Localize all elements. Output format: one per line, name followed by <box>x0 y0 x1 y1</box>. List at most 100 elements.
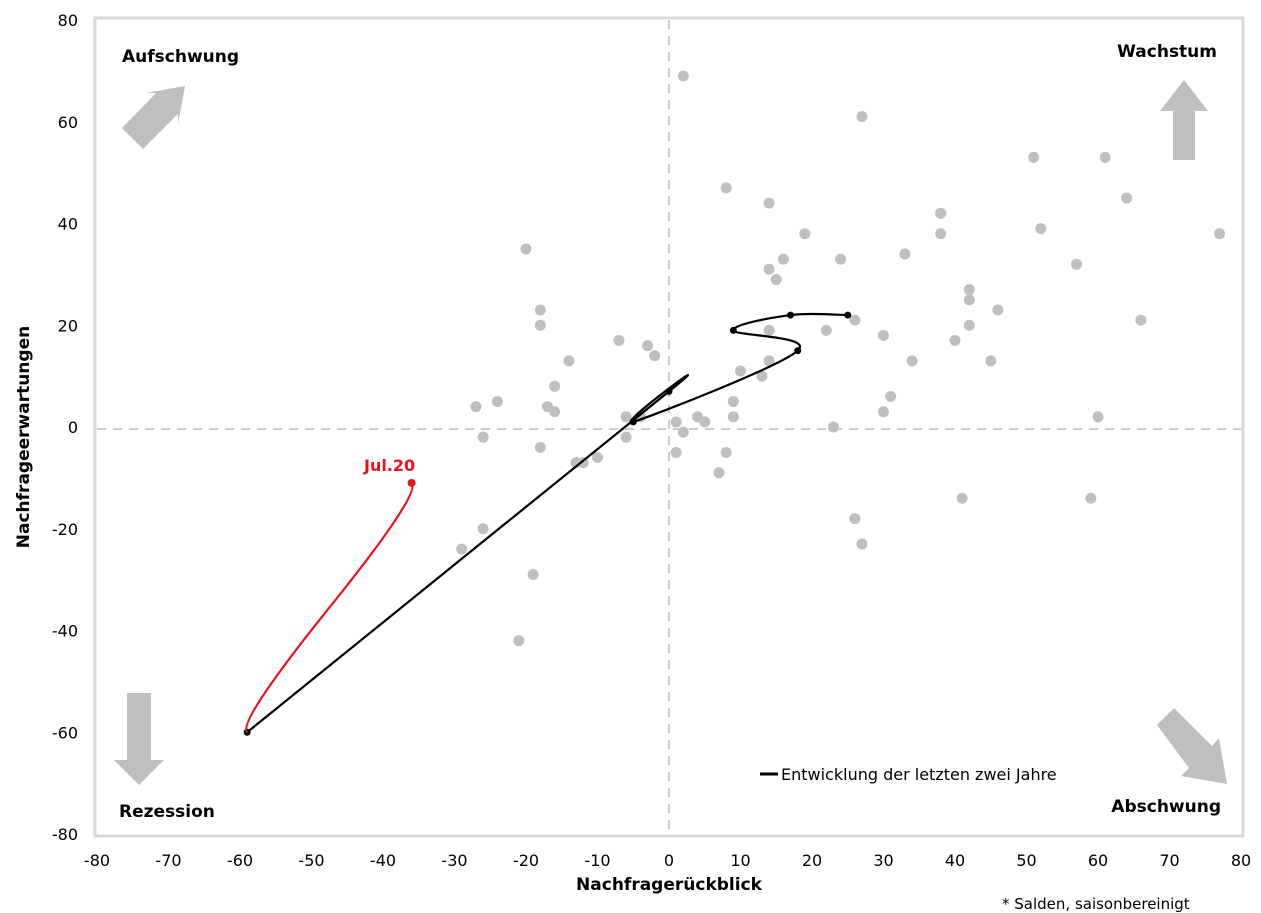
scatter-point <box>770 273 782 285</box>
scatter-point <box>670 416 682 428</box>
scatter-point <box>677 426 689 438</box>
scatter-point <box>949 335 961 347</box>
scatter-point <box>1135 314 1147 326</box>
scatter-point <box>885 390 897 402</box>
x-tick-label: -70 <box>155 851 181 870</box>
scatter-point <box>777 253 789 265</box>
scatter-points <box>456 70 1226 647</box>
scatter-point <box>856 111 868 123</box>
scatter-point <box>849 314 861 326</box>
scatter-point <box>642 340 654 352</box>
scatter-point <box>906 355 918 367</box>
scatter-point <box>670 446 682 458</box>
scatter-point <box>985 355 997 367</box>
scatter-point <box>563 355 575 367</box>
scatter-point <box>899 248 911 260</box>
x-tick-label: 30 <box>873 851 893 870</box>
x-tick-label: -80 <box>84 851 110 870</box>
trend-path-point <box>787 311 795 319</box>
scatter-point <box>620 431 632 443</box>
scatter-point <box>763 197 775 209</box>
scatter-point <box>456 543 468 555</box>
scatter-point <box>592 452 603 464</box>
scatter-point <box>649 350 661 362</box>
latest-point-label: Jul.20 <box>363 456 415 475</box>
plot-frame <box>93 16 1245 838</box>
trend-path-line <box>246 312 848 734</box>
scatter-point <box>963 284 975 296</box>
y-tick-label: -40 <box>52 622 78 641</box>
latest-path-point <box>407 478 416 487</box>
x-tick-label: 70 <box>1159 851 1179 870</box>
scatter-point <box>1214 228 1226 240</box>
scatter-point <box>935 228 947 240</box>
x-tick-label: -30 <box>441 851 467 870</box>
scatter-point <box>527 569 539 581</box>
scatter-point <box>713 467 725 479</box>
arrow-down-right-icon <box>1157 708 1227 784</box>
y-tick-label: -20 <box>52 520 78 539</box>
arrow-down-icon <box>114 693 164 785</box>
y-axis-title: Nachfrageerwartungen <box>14 326 34 548</box>
arrow-up-right-icon <box>122 86 185 149</box>
arrow-up-icon <box>1160 80 1208 160</box>
trend-path-point <box>794 347 802 355</box>
quadrant-label-bottom-right: Abschwung <box>1111 797 1221 817</box>
x-tick-label: 80 <box>1231 851 1251 870</box>
legend-label: Entwicklung der letzten zwei Jahre <box>781 765 1057 784</box>
quadrant-label-bottom-left: Rezession <box>119 802 215 822</box>
scatter-point <box>735 365 746 377</box>
trend-path-point <box>844 311 852 319</box>
x-tick-label: 60 <box>1088 851 1108 870</box>
scatter-point <box>534 441 546 453</box>
scatter-point <box>1035 223 1047 235</box>
scatter-point <box>756 370 768 382</box>
scatter-point <box>520 243 532 255</box>
y-tick-label: 60 <box>58 113 78 132</box>
y-tick-label: -80 <box>52 825 78 844</box>
scatter-point <box>835 253 847 265</box>
trend-path-point <box>729 326 737 334</box>
scatter-point <box>727 411 739 423</box>
y-tick-label: 80 <box>58 11 78 30</box>
trend-path-point <box>665 387 673 395</box>
scatter-point <box>956 492 968 504</box>
scatter-point <box>878 406 889 418</box>
scatter-point <box>620 411 632 423</box>
y-tick-label: 0 <box>68 418 78 437</box>
scatter-point <box>963 319 975 331</box>
scatter-point <box>491 396 503 408</box>
scatter-point <box>1099 151 1111 163</box>
scatter-point <box>1121 192 1133 204</box>
scatter-point <box>677 70 689 82</box>
quadrant-label-top-left: Aufschwung <box>122 47 239 67</box>
scatter-point <box>720 446 732 458</box>
trend-paths <box>243 311 852 736</box>
scatter-point <box>827 421 839 433</box>
scatter-point <box>963 294 975 306</box>
scatter-point <box>763 355 775 367</box>
scatter-point <box>763 263 775 275</box>
scatter-point <box>1071 258 1083 270</box>
scatter-point <box>720 182 732 194</box>
scatter-point <box>1092 411 1104 423</box>
scatter-point <box>613 335 625 347</box>
scatter-point <box>878 329 889 341</box>
scatter-point <box>763 324 775 336</box>
scatter-point <box>992 304 1004 316</box>
latest-path-line <box>245 482 414 734</box>
scatter-point <box>549 406 561 418</box>
scatter-point <box>699 416 711 428</box>
y-tick-label: 40 <box>58 215 78 234</box>
scatter-point <box>727 396 739 408</box>
scatter-point <box>477 523 489 535</box>
scatter-point <box>799 228 811 240</box>
x-tick-label: 0 <box>664 851 674 870</box>
scatter-point <box>549 380 561 392</box>
scatter-point <box>1028 151 1040 163</box>
y-tick-label: 20 <box>58 316 78 335</box>
y-axis-ticks: -80 -60 -40 -20 0 20 40 60 80 <box>52 11 78 844</box>
x-tick-label: -40 <box>370 851 396 870</box>
x-tick-label: 50 <box>1016 851 1036 870</box>
